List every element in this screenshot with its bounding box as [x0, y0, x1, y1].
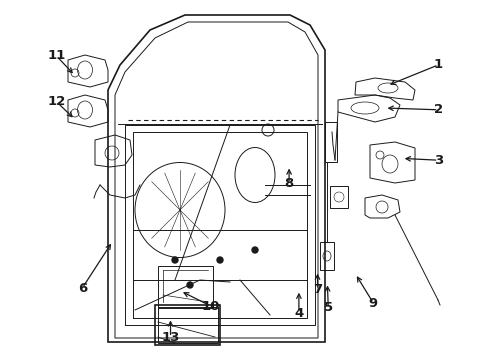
Text: 3: 3 [434, 154, 443, 167]
Text: 5: 5 [324, 301, 333, 314]
Bar [158, 266, 213, 308]
Circle shape [217, 257, 223, 263]
Text: 6: 6 [78, 282, 87, 294]
Circle shape [172, 257, 178, 263]
Text: 13: 13 [161, 331, 180, 344]
Bar [158, 307, 218, 343]
Text: 8: 8 [285, 177, 294, 190]
Bar [320, 242, 334, 270]
Bar [330, 186, 348, 208]
Text: 11: 11 [47, 49, 66, 62]
Text: 10: 10 [201, 300, 220, 312]
Bar [155, 305, 220, 345]
Text: 2: 2 [434, 103, 443, 116]
Bar [325, 122, 337, 162]
Text: 9: 9 [369, 297, 378, 310]
Text: 12: 12 [47, 95, 66, 108]
Circle shape [252, 247, 258, 253]
Circle shape [187, 282, 193, 288]
Text: 1: 1 [434, 58, 443, 71]
Text: 7: 7 [313, 283, 322, 296]
Text: 4: 4 [294, 307, 303, 320]
